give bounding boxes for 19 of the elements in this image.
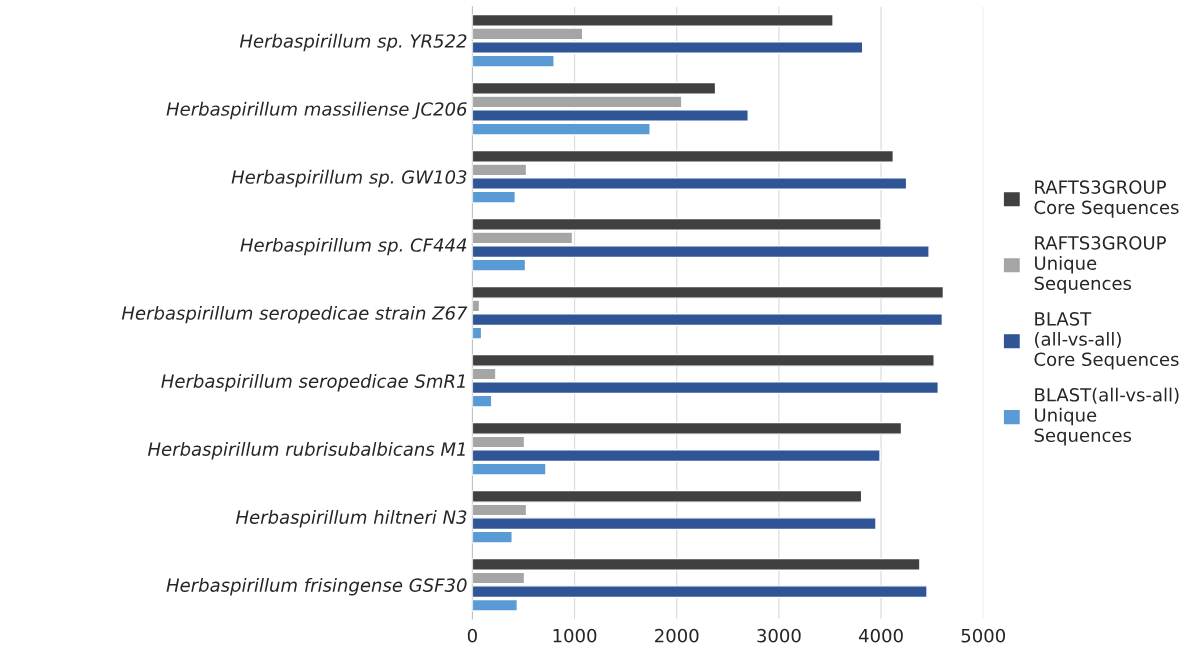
x-tick-label: 5000: [961, 628, 1006, 643]
y-tick-label: Herbaspirillum hiltneri N3: [235, 509, 467, 528]
legend-label: RAFTS3GROUP Unique Sequences: [1034, 236, 1166, 294]
y-tick-label: Herbaspirillum seropedicae SmR1: [161, 373, 465, 392]
x-tick-label: 0: [467, 628, 477, 643]
x-tick-label: 1000: [553, 628, 597, 643]
y-tick-label: Herbaspirillum rubrisubalbicans M1: [147, 441, 465, 460]
y-tick-label: Herbaspirillum frisingense GSF30: [166, 577, 467, 596]
y-tick-label: Herbaspirillum seropedicae strain Z67: [121, 305, 468, 324]
x-tick-label: 3000: [757, 628, 801, 643]
y-tick-label: Herbaspirillum sp. CF444: [240, 237, 467, 256]
x-tick-label: 2000: [655, 628, 699, 643]
legend-label: BLAST (all-vs-all) Core Sequences: [1034, 311, 1179, 370]
y-tick-label: Herbaspirillum sp. GW103: [231, 169, 467, 188]
y-tick-label: Herbaspirillum sp. YR522: [239, 33, 467, 52]
y-tick-label: Herbaspirillum massiliense JC206: [166, 101, 467, 120]
x-tick-label: 4000: [858, 628, 903, 643]
legend-label: BLAST(all-vs-all) Unique Sequences: [1034, 387, 1179, 446]
legend-label: RAFTS3GROUP Core Sequences: [1034, 180, 1179, 218]
